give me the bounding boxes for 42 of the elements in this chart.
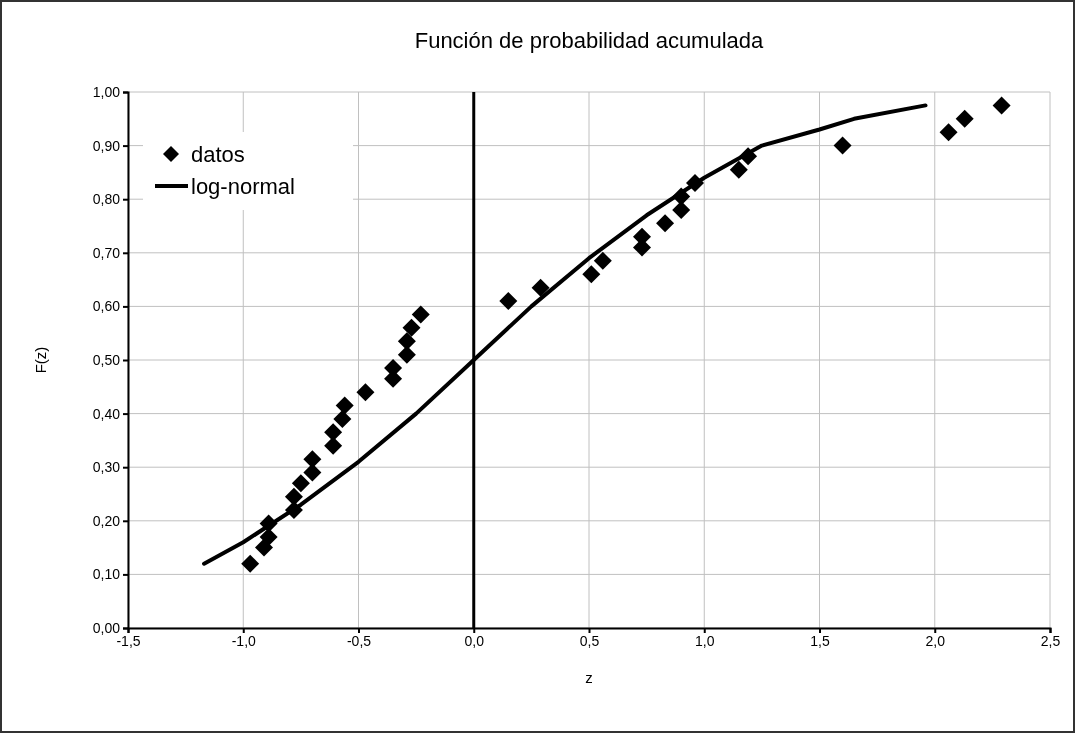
x-tick-label: 2,0 [925,632,946,649]
x-tick-label: 2,5 [1040,632,1061,649]
chart-title: Función de probabilidad acumulada [414,28,765,53]
point [582,265,601,284]
point [241,554,260,573]
point [303,463,322,482]
y-tick-label: 0,90 [92,137,121,154]
point [333,409,352,428]
y-tick-label: 0,70 [92,244,121,261]
point [499,292,518,311]
point [335,396,354,415]
point [833,136,852,155]
x-tick-label: 1,5 [810,632,830,649]
point [284,487,303,506]
legend-label: log-normal [191,174,295,199]
point [356,383,375,402]
y-tick-label: 0,30 [92,459,121,476]
point [593,251,612,270]
point [531,278,550,297]
x-tick-label: -1,0 [231,632,257,649]
point [729,160,748,179]
x-tick-label: 1,0 [695,632,715,649]
y-tick-label: 0,50 [92,351,121,368]
point [656,214,675,233]
y-tick-label: 0,60 [92,298,121,315]
x-tick-label: 0,0 [464,632,485,649]
x-tick-label: -0,5 [346,632,372,649]
point [939,123,958,142]
y-tick-label: 1,00 [92,83,121,100]
point [291,474,310,493]
point [992,96,1011,115]
x-tick-label: 0,5 [579,632,600,649]
point [955,109,974,128]
y-tick-label: 0,80 [92,191,121,208]
y-tick-label: 0,10 [92,566,121,583]
y-tick-label: 0,20 [92,512,121,529]
point [411,305,430,324]
x-axis-title: z [585,669,593,686]
y-tick-label: 0,40 [92,405,121,422]
y-axis-title: F(z) [32,346,49,374]
legend-label: datos [191,142,245,167]
point [402,318,421,337]
